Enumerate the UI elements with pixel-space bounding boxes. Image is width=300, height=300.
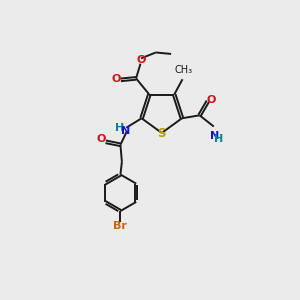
Text: S: S <box>158 127 166 140</box>
Text: N: N <box>210 130 219 141</box>
Text: N: N <box>121 126 130 136</box>
Text: CH₃: CH₃ <box>175 64 193 74</box>
Text: H: H <box>115 123 124 133</box>
Text: O: O <box>137 55 146 65</box>
Text: O: O <box>97 134 106 144</box>
Text: Br: Br <box>113 221 128 231</box>
Text: H: H <box>214 134 224 144</box>
Text: O: O <box>111 74 121 84</box>
Text: O: O <box>207 95 216 105</box>
